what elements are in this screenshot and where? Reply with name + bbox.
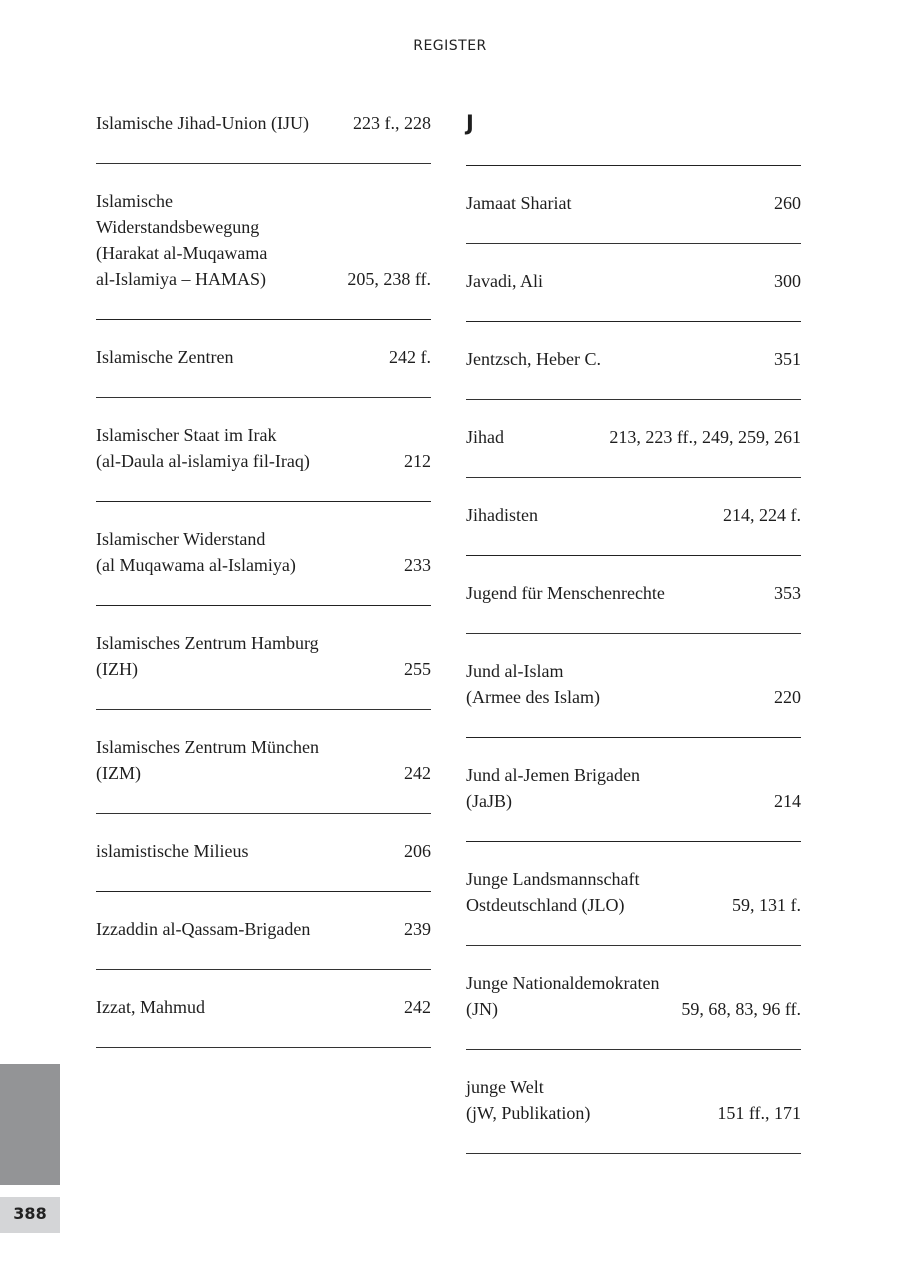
entry-pages: 223 f., 228 bbox=[353, 113, 431, 133]
entry-term: Islamische Jihad-Union (IJU) bbox=[96, 113, 309, 133]
thumb-index-tab bbox=[0, 1064, 60, 1185]
entry-pages: 220 bbox=[774, 687, 801, 707]
index-column-right: J Jamaat Shariat 260 Javadi, Ali 300 Jentz… bbox=[466, 86, 801, 1154]
entry-term: Jund al-Islam (Armee des Islam) bbox=[466, 661, 600, 707]
entry-pages: 214 bbox=[774, 791, 801, 811]
index-entry: Jentzsch, Heber C. 351 bbox=[466, 322, 801, 400]
entry-pages: 205, 238 ff. bbox=[347, 269, 431, 289]
entry-pages: 353 bbox=[774, 583, 801, 603]
entry-pages: 151 ff., 171 bbox=[717, 1103, 801, 1123]
entry-term: Jund al-Jemen Brigaden (JaJB) bbox=[466, 765, 640, 811]
entry-term: Jentzsch, Heber C. bbox=[466, 349, 601, 369]
section-letter: J bbox=[466, 86, 801, 166]
page-number: 388 bbox=[0, 1197, 60, 1233]
entry-pages: 242 f. bbox=[389, 347, 431, 367]
entry-pages: 213, 223 ff., 249, 259, 261 bbox=[609, 427, 801, 447]
entry-pages: 351 bbox=[774, 349, 801, 369]
entry-term: Junge Landsmannschaft Ostdeutschland (JL… bbox=[466, 869, 640, 915]
entry-term: Izzaddin al-Qassam-Brigaden bbox=[96, 919, 311, 939]
index-entry: Junge Nationaldemokraten (JN) 59, 68, 83,… bbox=[466, 946, 801, 1050]
entry-pages: 59, 68, 83, 96 ff. bbox=[681, 999, 801, 1019]
entry-term: Junge Nationaldemokraten (JN) bbox=[466, 973, 660, 1019]
index-entry: Junge Landsmannschaft Ostdeutschland (JL… bbox=[466, 842, 801, 946]
index-entry: Islamischer Widerstand (al Muqawama al-I… bbox=[96, 502, 431, 606]
entry-term: Islamisches Zentrum Hamburg (IZH) bbox=[96, 633, 319, 679]
entry-term: Islamische Widerstandsbewegung (Harakat … bbox=[96, 191, 268, 289]
entry-pages: 233 bbox=[404, 555, 431, 575]
entry-pages: 212 bbox=[404, 451, 431, 471]
entry-term: Islamische Zentren bbox=[96, 347, 234, 367]
index-entry: Islamische Jihad-Union (IJU) 223 f., 228 bbox=[96, 86, 431, 164]
entry-pages: 242 bbox=[404, 997, 431, 1017]
entry-pages: 206 bbox=[404, 841, 431, 861]
entry-term: Islamischer Staat im Irak (al-Daula al-i… bbox=[96, 425, 310, 471]
index-entry: Jihad 213, 223 ff., 249, 259, 261 bbox=[466, 400, 801, 478]
index-entry: Izzaddin al-Qassam-Brigaden 239 bbox=[96, 892, 431, 970]
entry-pages: 255 bbox=[404, 659, 431, 679]
entry-pages: 59, 131 f. bbox=[732, 895, 801, 915]
index-entry: Islamischer Staat im Irak (al-Daula al-i… bbox=[96, 398, 431, 502]
entry-term: islamistische Milieus bbox=[96, 841, 249, 861]
index-entry: Jamaat Shariat 260 bbox=[466, 166, 801, 244]
entry-term: Jugend für Menschenrechte bbox=[466, 583, 665, 603]
entry-pages: 214, 224 f. bbox=[723, 505, 801, 525]
index-entry: Islamische Widerstandsbewegung (Harakat … bbox=[96, 164, 431, 320]
index-entry: Islamisches Zentrum Hamburg (IZH) 255 bbox=[96, 606, 431, 710]
entry-term: Islamischer Widerstand (al Muqawama al-I… bbox=[96, 529, 296, 575]
index-entry: Jund al-Islam (Armee des Islam) 220 bbox=[466, 634, 801, 738]
entry-pages: 242 bbox=[404, 763, 431, 783]
index-entry: Javadi, Ali 300 bbox=[466, 244, 801, 322]
index-entry: junge Welt (jW, Publikation) 151 ff., 171 bbox=[466, 1050, 801, 1154]
entry-pages: 260 bbox=[774, 193, 801, 213]
index-entry: islamistische Milieus 206 bbox=[96, 814, 431, 892]
entry-term: Jamaat Shariat bbox=[466, 193, 572, 213]
entry-pages: 300 bbox=[774, 271, 801, 291]
index-entry: Islamisches Zentrum München (IZM) 242 bbox=[96, 710, 431, 814]
running-header: REGISTER bbox=[413, 38, 487, 54]
entry-term: Jihad bbox=[466, 427, 504, 447]
index-column-left: Islamische Jihad-Union (IJU) 223 f., 228 … bbox=[96, 86, 431, 1048]
entry-term: junge Welt (jW, Publikation) bbox=[466, 1077, 591, 1123]
entry-term: Izzat, Mahmud bbox=[96, 997, 205, 1017]
entry-pages: 239 bbox=[404, 919, 431, 939]
index-entry: Jund al-Jemen Brigaden (JaJB) 214 bbox=[466, 738, 801, 842]
index-entry: Jihadisten 214, 224 f. bbox=[466, 478, 801, 556]
entry-term: Jihadisten bbox=[466, 505, 538, 525]
entry-term: Javadi, Ali bbox=[466, 271, 543, 291]
entry-term: Islamisches Zentrum München (IZM) bbox=[96, 737, 319, 783]
index-entry: Izzat, Mahmud 242 bbox=[96, 970, 431, 1048]
index-entry: Islamische Zentren 242 f. bbox=[96, 320, 431, 398]
index-entry: Jugend für Menschenrechte 353 bbox=[466, 556, 801, 634]
